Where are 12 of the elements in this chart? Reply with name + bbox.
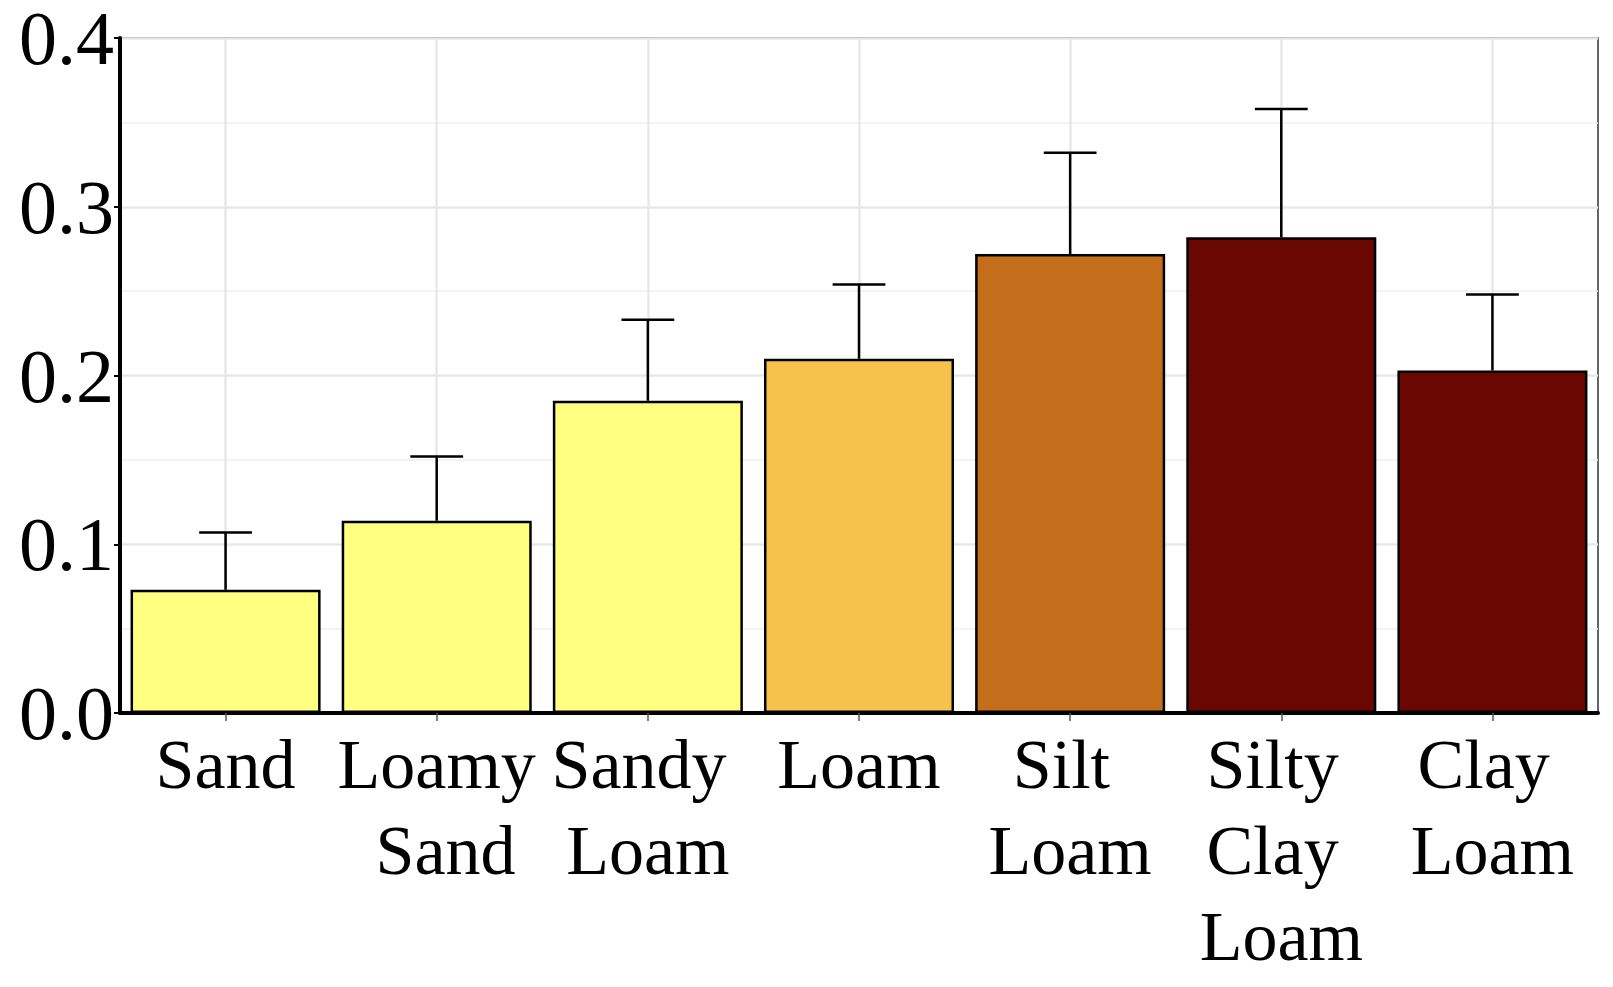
x-tick-label: Silty Clay Loam <box>1199 725 1363 975</box>
x-tick-label: Loam <box>777 725 941 803</box>
x-tick-label: Sand <box>155 725 296 803</box>
y-tick-label: 0.1 <box>19 502 114 587</box>
y-tick-label: 0.0 <box>19 671 114 755</box>
y-tick-label: 0.3 <box>19 164 114 249</box>
x-tick-label: Silt Loam <box>988 725 1152 889</box>
x-tick-label: Loamy Sand <box>337 725 536 889</box>
y-tick-label: 0.4 <box>19 0 114 80</box>
x-tick-label: Sandy Loam <box>551 725 745 889</box>
y-tick-label: 0.2 <box>19 333 114 418</box>
x-tick-label: Clay Loam <box>1410 725 1575 889</box>
